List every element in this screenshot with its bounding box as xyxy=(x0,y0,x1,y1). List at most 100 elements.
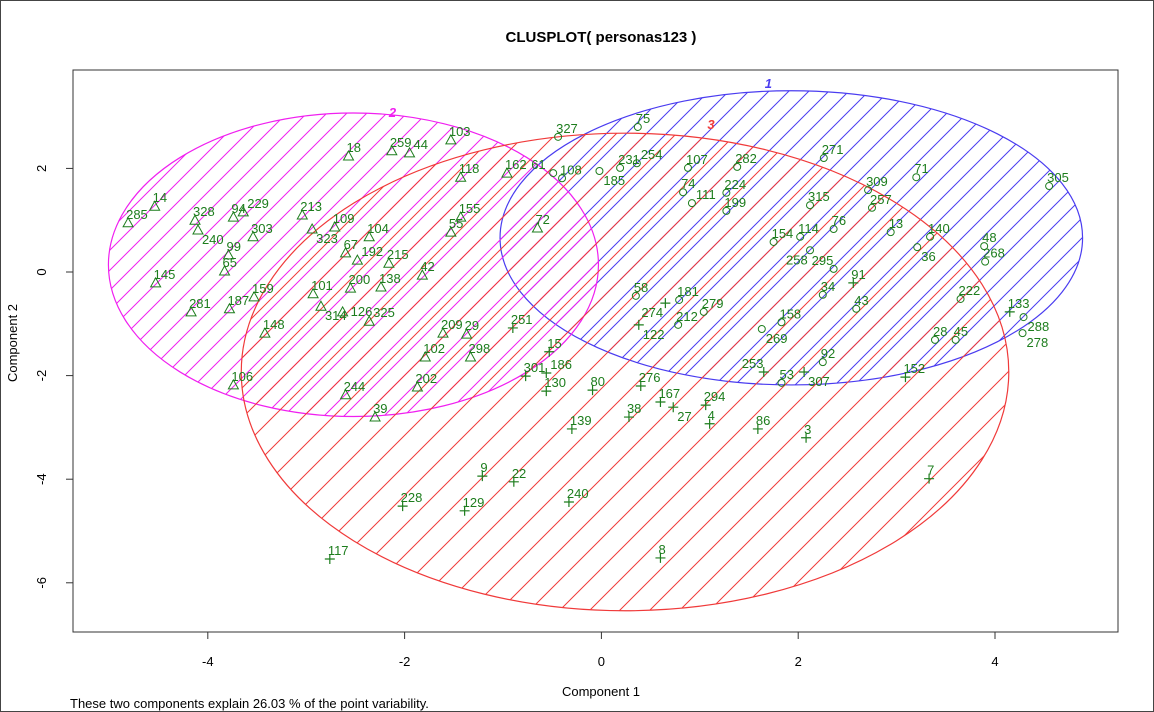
data-point-75: 75 xyxy=(633,111,650,131)
circle-marker xyxy=(687,199,696,208)
point-label: 282 xyxy=(735,151,757,166)
plus-marker xyxy=(660,298,671,309)
data-point-36: 36 xyxy=(913,243,936,264)
data-point-14: 14 xyxy=(148,190,167,211)
point-label: 39 xyxy=(373,401,387,416)
point-label: 278 xyxy=(1027,335,1049,350)
data-point-148: 148 xyxy=(259,317,285,338)
data-point-231: 231 xyxy=(616,152,640,172)
circle-marker xyxy=(818,290,827,299)
triangle-marker xyxy=(227,211,240,222)
point-label: 327 xyxy=(556,121,578,136)
circle-marker xyxy=(722,206,731,215)
point-label: 294 xyxy=(704,389,726,404)
circle-marker xyxy=(1018,329,1027,338)
circle-marker xyxy=(722,188,731,197)
data-point-99: 99 xyxy=(222,239,241,260)
point-label: 34 xyxy=(821,279,835,294)
circle-marker xyxy=(1045,182,1054,191)
point-label: 129 xyxy=(463,495,485,510)
data-point-229: 229 xyxy=(237,196,269,217)
point-label: 251 xyxy=(511,312,533,327)
data-point-152: 152 xyxy=(900,361,925,383)
triangle-marker xyxy=(445,133,457,145)
plus-marker xyxy=(508,476,519,487)
data-point-61: 61 xyxy=(531,157,558,178)
data-point-109: 109 xyxy=(328,211,354,232)
plus-marker xyxy=(397,501,408,512)
triangle-marker xyxy=(369,411,381,422)
point-label: 43 xyxy=(854,293,868,308)
triangle-marker xyxy=(296,209,309,220)
point-label: 117 xyxy=(328,543,349,558)
circle-marker xyxy=(829,225,838,234)
point-label: 130 xyxy=(544,375,566,390)
triangle-marker xyxy=(306,222,318,234)
plus-marker xyxy=(655,552,666,563)
data-point-167: 167 xyxy=(655,386,680,408)
circle-marker xyxy=(806,201,815,210)
triangle-marker xyxy=(464,350,477,362)
point-label: 108 xyxy=(560,162,582,177)
point-label: 301 xyxy=(524,360,546,375)
circle-marker xyxy=(886,228,895,237)
data-point-28: 28 xyxy=(930,324,947,344)
plus-marker xyxy=(459,505,470,516)
point-label: 42 xyxy=(420,259,434,274)
triangle-marker xyxy=(185,305,197,317)
circle-marker xyxy=(769,237,778,246)
point-label: 222 xyxy=(959,283,981,298)
point-label: 309 xyxy=(866,174,888,189)
circle-marker xyxy=(1019,313,1028,322)
data-point-138: 138 xyxy=(375,271,401,292)
data-point-129: 129 xyxy=(459,495,485,516)
plus-marker xyxy=(801,432,812,443)
data-point-122: 122 xyxy=(633,319,665,342)
circle-marker xyxy=(951,335,960,344)
point-label: 61 xyxy=(531,157,545,172)
plus-marker xyxy=(541,368,552,379)
point-label: 67 xyxy=(344,237,358,252)
plus-marker xyxy=(623,412,634,423)
triangle-marker xyxy=(403,146,416,158)
point-label: 38 xyxy=(627,401,641,416)
point-label: 118 xyxy=(459,161,480,176)
data-point-202: 202 xyxy=(411,371,437,392)
point-label: 145 xyxy=(154,267,176,282)
triangle-marker xyxy=(222,248,235,260)
triangle-marker xyxy=(122,216,134,228)
y-tick-label: -6 xyxy=(34,577,49,589)
data-point-323: 323 xyxy=(306,222,338,246)
point-label: 279 xyxy=(702,296,724,311)
circle-marker xyxy=(930,335,939,344)
plus-marker xyxy=(477,471,488,482)
point-label: 44 xyxy=(414,137,428,152)
triangle-marker xyxy=(248,290,260,302)
data-point-295: 295 xyxy=(812,253,838,273)
data-point-3: 3 xyxy=(801,422,811,443)
data-point-199: 199 xyxy=(722,195,746,215)
data-point-240: 240 xyxy=(192,224,224,247)
data-point-94: 94 xyxy=(227,201,246,222)
data-point-298: 298 xyxy=(464,341,491,362)
point-label: 15 xyxy=(547,336,561,351)
point-label: 257 xyxy=(870,192,892,207)
point-label: 8 xyxy=(658,542,665,557)
data-point-162: 162 xyxy=(501,157,527,178)
point-label: 13 xyxy=(889,216,903,231)
data-point-76: 76 xyxy=(829,213,846,234)
circle-marker xyxy=(674,320,683,329)
point-label: 122 xyxy=(643,327,665,342)
circle-marker xyxy=(777,318,786,327)
triangle-marker xyxy=(149,276,162,288)
data-point-240: 240 xyxy=(563,486,589,507)
point-label: 106 xyxy=(231,369,253,384)
data-point-118: 118 xyxy=(454,161,480,182)
triangle-marker xyxy=(363,230,376,242)
circle-marker xyxy=(675,295,684,304)
point-label: 298 xyxy=(469,341,491,356)
point-label: 167 xyxy=(658,386,680,401)
circle-marker xyxy=(818,358,827,367)
data-point-4: 4 xyxy=(704,408,715,429)
circle-marker xyxy=(868,203,877,212)
